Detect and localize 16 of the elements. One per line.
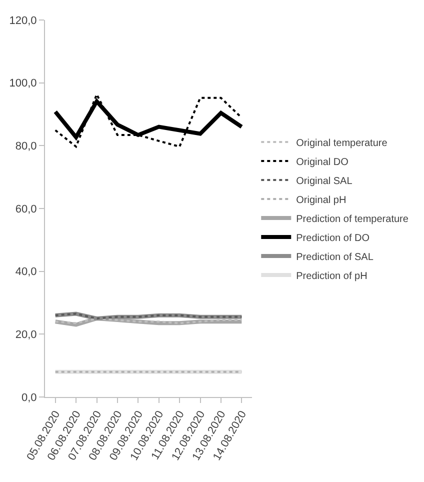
legend-label: Original SAL	[296, 176, 353, 187]
y-tick-label: 60,0	[15, 203, 37, 216]
y-tick-label: 40,0	[15, 266, 37, 278]
legend-label: Original DO	[296, 156, 349, 168]
y-tick-label: 0,0	[22, 392, 37, 404]
y-tick-label: 20,0	[15, 329, 37, 342]
legend-label: Prediction of temperature	[296, 214, 409, 225]
line-series	[54, 93, 243, 148]
legend-label: Original pH	[296, 194, 346, 206]
legend-label: Prediction of DO	[296, 232, 370, 244]
y-tick-label: 120,0	[9, 14, 37, 27]
y-tick-label: 80,0	[15, 140, 37, 153]
legend-label: Original temperature	[296, 138, 388, 149]
y-tick-label: 100,0	[9, 78, 37, 90]
legend-label: Prediction of SAL	[296, 252, 374, 263]
legend-label: Prediction of pH	[296, 270, 368, 282]
